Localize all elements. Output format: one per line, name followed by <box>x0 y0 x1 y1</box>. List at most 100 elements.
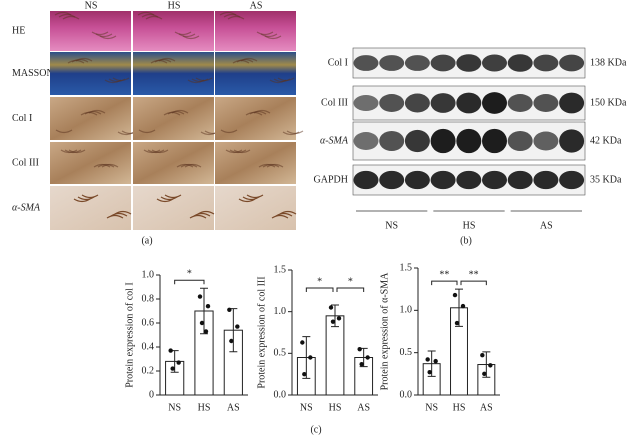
blot-band <box>559 92 585 114</box>
tissue-texture <box>62 15 80 20</box>
tissue-texture <box>260 33 278 38</box>
tissue-texture <box>81 194 99 199</box>
tissue-texture <box>256 31 274 36</box>
y-tick-label: 0.8 <box>142 293 155 304</box>
row-label: MASSON <box>12 68 54 79</box>
band-size: 150 KDa <box>590 97 627 108</box>
tissue-texture <box>158 57 176 62</box>
data-point <box>302 371 307 377</box>
data-point <box>176 360 181 365</box>
significance-bracket <box>460 280 487 286</box>
tissue-texture <box>88 109 106 114</box>
significance-bracket <box>305 287 334 292</box>
y-tick-label: 0.4 <box>142 341 155 352</box>
tissue-texture <box>271 214 289 219</box>
blot-band <box>533 54 559 72</box>
blot-band <box>456 54 482 72</box>
data-point <box>203 329 209 334</box>
band-label: Col III <box>321 97 348 108</box>
blot-band <box>507 170 533 190</box>
blot-band <box>507 130 533 152</box>
blot-band <box>482 92 507 114</box>
tissue-image <box>215 11 296 51</box>
tissue-image <box>133 11 214 51</box>
blot-band <box>379 55 405 71</box>
panel-label: (b) <box>460 235 472 246</box>
tissue-texture <box>75 57 93 62</box>
blot-band <box>533 131 559 151</box>
band-label: GAPDH <box>314 174 348 185</box>
blot-band <box>404 93 430 113</box>
y-tick-label: 0.0 <box>274 389 287 400</box>
data-point <box>170 366 175 371</box>
group-label: AS <box>540 220 553 231</box>
data-point <box>308 355 313 360</box>
tissue-image <box>50 142 131 184</box>
data-point <box>454 320 460 326</box>
blot-band <box>533 94 559 112</box>
column-label: AS <box>250 0 263 11</box>
blot-band <box>430 128 456 154</box>
tissue-image <box>133 186 214 230</box>
blot-band <box>559 170 585 190</box>
significance-bracket <box>431 280 458 286</box>
row-label: Col III <box>12 157 39 168</box>
x-tick-label: NS <box>425 402 438 413</box>
tissue-texture <box>151 149 169 154</box>
tissue-texture <box>266 163 284 168</box>
tissue-texture <box>264 35 282 40</box>
histology-panel: NS HS AS HE MASSON Col I Col III α-SMA (a) <box>12 0 304 246</box>
tissue-texture <box>197 210 215 215</box>
blot-band <box>456 92 482 114</box>
tissue-texture <box>195 77 213 82</box>
blot-band <box>379 94 405 112</box>
data-point <box>229 338 234 344</box>
tissue-texture <box>275 212 293 217</box>
y-tick-label: 0 <box>149 389 154 400</box>
tissue-texture <box>253 109 271 114</box>
row-label: α-SMA <box>12 202 41 213</box>
panel-label: (a) <box>141 235 152 246</box>
tissue-texture <box>174 31 192 36</box>
x-tick-label: AS <box>357 402 370 413</box>
data-point <box>460 303 466 309</box>
y-axis-label: Protein expression of col I <box>124 282 135 388</box>
tissue-image <box>50 11 131 51</box>
blot-band <box>430 93 456 113</box>
panel-label: (c) <box>310 424 321 435</box>
tissue-texture <box>233 149 251 154</box>
tissue-texture <box>106 214 124 219</box>
group-label: HS <box>463 220 476 231</box>
tissue-texture <box>184 163 202 168</box>
error-bar <box>455 288 463 327</box>
tissue-texture <box>164 194 182 199</box>
significance-label: * <box>317 276 322 287</box>
tissue-texture <box>189 214 207 219</box>
bar <box>325 315 345 396</box>
band-label: α-SMA <box>320 135 349 146</box>
data-point <box>480 353 485 358</box>
blot-band <box>379 170 405 190</box>
significance-bracket <box>336 287 365 292</box>
data-point <box>197 294 203 299</box>
significance-bracket <box>174 279 205 285</box>
x-tick-label: NS <box>168 402 181 413</box>
blot-band <box>379 130 405 152</box>
tissue-image <box>215 186 296 230</box>
blot-band <box>404 55 430 71</box>
blot-band <box>559 54 585 72</box>
y-tick-label: 0.0 <box>400 389 413 400</box>
y-tick-label: 0.5 <box>274 348 287 359</box>
blot-band <box>353 132 379 150</box>
blot-band <box>456 170 482 190</box>
data-point <box>235 324 240 329</box>
data-point <box>359 361 364 367</box>
group-label: NS <box>385 220 398 231</box>
row-label: Col I <box>12 113 32 124</box>
data-point <box>168 348 173 353</box>
tissue-texture <box>227 15 245 20</box>
tissue-image <box>133 52 214 95</box>
y-axis-label: Protein expression of col III <box>256 276 267 388</box>
column-label: HS <box>168 0 181 11</box>
blot-band <box>430 54 456 72</box>
